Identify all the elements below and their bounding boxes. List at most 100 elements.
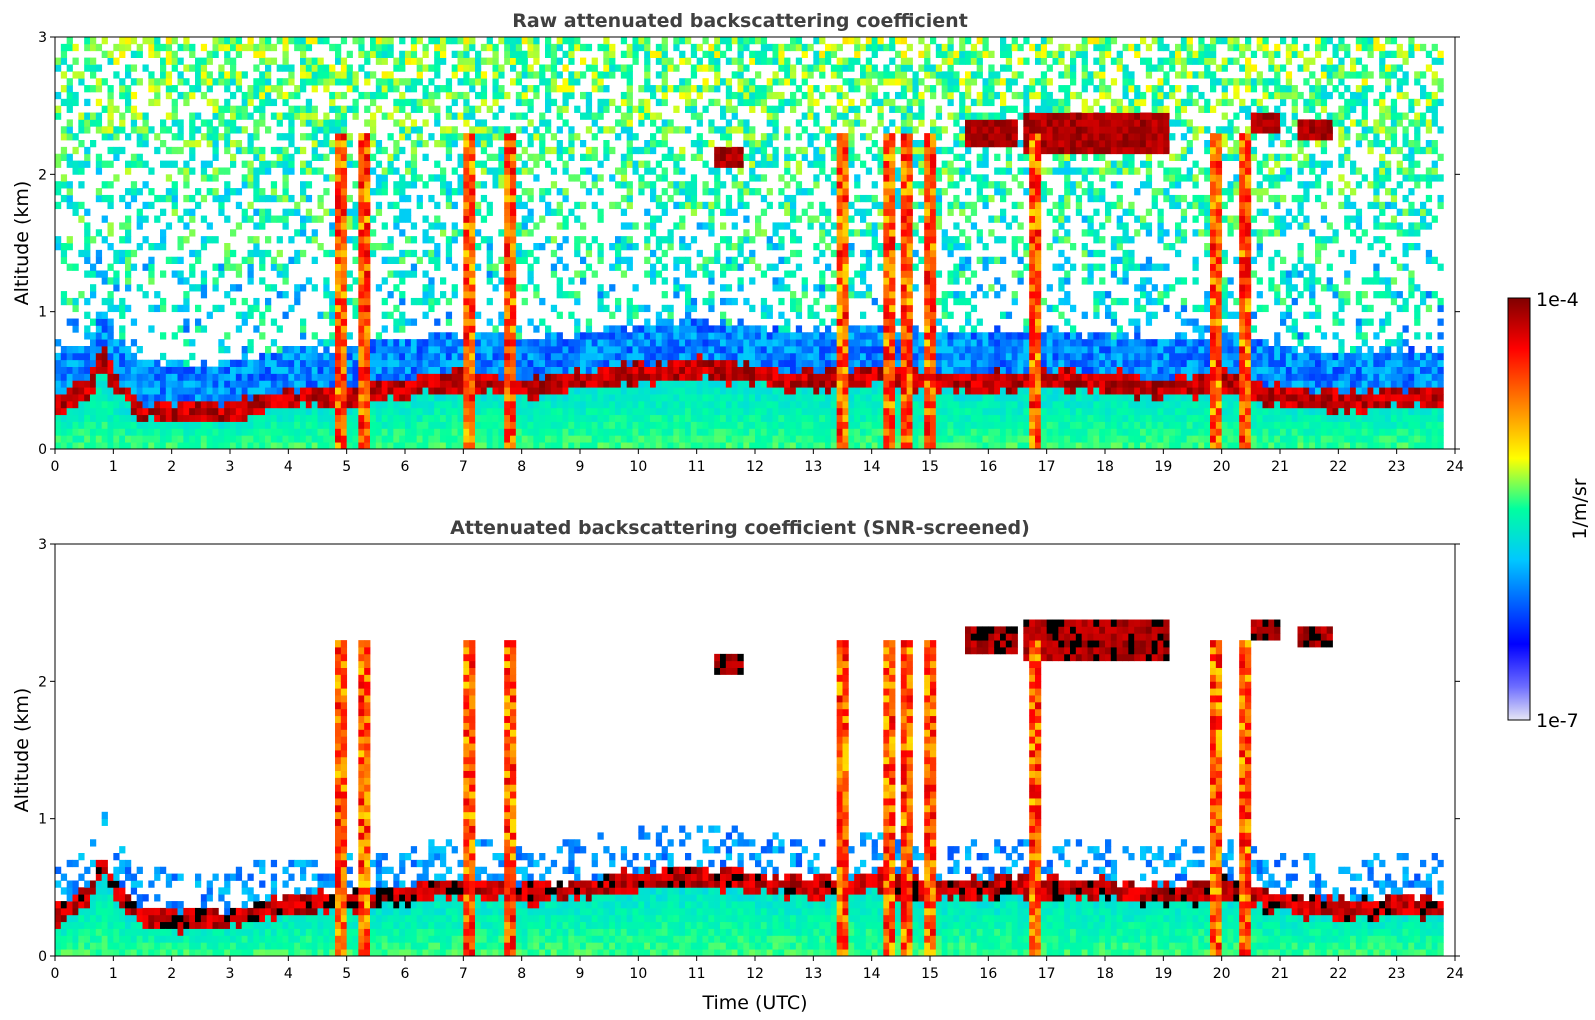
heatmap-cell: [200, 215, 208, 223]
heatmap-cell: [195, 442, 202, 450]
heatmap-cell: [667, 243, 674, 251]
heatmap-cell: [451, 380, 458, 388]
heatmap-cell: [521, 400, 528, 409]
heatmap-cell: [550, 442, 558, 450]
heatmap-cell: [195, 78, 202, 86]
heatmap-cell: [480, 421, 488, 429]
heatmap-cell: [55, 243, 62, 251]
heatmap-cell: [585, 43, 593, 52]
heatmap-cell: [685, 181, 692, 189]
heatmap-cell: [772, 43, 779, 52]
heatmap-cell: [113, 407, 120, 416]
heatmap-cell: [807, 311, 814, 319]
heatmap-cell: [673, 256, 680, 264]
heatmap-cell: [288, 346, 295, 354]
heatmap-cell: [95, 249, 103, 258]
heatmap-cell: [294, 421, 301, 429]
heatmap-cell: [358, 64, 365, 72]
heatmap-cell: [288, 442, 295, 450]
heatmap-cell: [160, 421, 167, 429]
heatmap-cell: [772, 366, 779, 374]
heatmap-cell: [90, 387, 97, 395]
heatmap-cell: [440, 126, 447, 134]
heatmap-cell: [265, 236, 272, 244]
heatmap-cell: [224, 366, 231, 374]
heatmap-cell: [259, 332, 266, 340]
heatmap-cell: [177, 394, 184, 402]
heatmap-cell: [358, 243, 365, 251]
heatmap-cell: [300, 400, 307, 409]
heatmap-cell: [574, 297, 581, 306]
heatmap-cell: [434, 215, 441, 223]
heatmap-cell: [790, 346, 797, 354]
heatmap-cell: [78, 387, 85, 395]
heatmap-cell: [434, 346, 441, 354]
heatmap-cell: [784, 435, 791, 443]
heatmap-cell: [72, 346, 79, 354]
heatmap-cell: [206, 311, 213, 319]
heatmap-cell: [270, 85, 278, 93]
heatmap-cell: [626, 222, 633, 230]
heatmap-cell: [457, 400, 464, 409]
heatmap-cell: [311, 71, 318, 79]
heatmap-cell: [212, 153, 219, 161]
heatmap-cell: [679, 400, 686, 409]
heatmap-cell: [84, 325, 91, 333]
heatmap-cell: [101, 311, 108, 319]
heatmap-cell: [784, 43, 791, 52]
heatmap-cell: [626, 112, 633, 120]
heatmap-cell: [323, 174, 330, 182]
heatmap-cell: [696, 140, 703, 148]
heatmap-cell: [171, 428, 178, 436]
heatmap-cell: [725, 394, 733, 402]
heatmap-cell: [300, 64, 307, 72]
heatmap-cell: [288, 91, 295, 100]
heatmap-cell: [615, 435, 622, 443]
heatmap-cell: [568, 346, 575, 354]
heatmap-cell: [615, 119, 622, 127]
heatmap-cell: [562, 263, 569, 271]
heatmap-cell: [702, 346, 709, 354]
heatmap-cell: [498, 105, 505, 113]
heatmap-cell: [200, 78, 208, 86]
heatmap-cell: [171, 332, 178, 340]
heatmap-cell: [241, 442, 248, 450]
heatmap-cell: [335, 394, 342, 402]
heatmap-cell: [300, 359, 307, 367]
heatmap-cell: [364, 208, 371, 216]
heatmap-cell: [101, 346, 108, 354]
heatmap-cell: [650, 133, 657, 141]
heatmap-cell: [615, 387, 622, 395]
heatmap-cell: [784, 414, 791, 422]
heatmap-cell: [305, 359, 313, 367]
heatmap-cell: [603, 291, 610, 299]
heatmap-cell: [200, 71, 208, 79]
heatmap-cell: [165, 146, 173, 155]
heatmap-cell: [270, 112, 278, 120]
heatmap-cell: [556, 366, 563, 374]
heatmap-cell: [212, 98, 219, 107]
heatmap-cell: [189, 133, 196, 141]
heatmap-cell: [78, 373, 85, 381]
heatmap-cell: [422, 346, 429, 354]
heatmap-cell: [329, 43, 336, 52]
heatmap-cell: [177, 119, 184, 127]
heatmap-cell: [259, 311, 266, 319]
heatmap-cell: [556, 140, 563, 148]
heatmap-cell: [364, 318, 371, 326]
heatmap-cell: [323, 387, 330, 395]
heatmap-cell: [842, 201, 849, 210]
heatmap-cell: [772, 380, 779, 388]
heatmap-cell: [609, 442, 616, 450]
heatmap-cell: [778, 414, 785, 422]
heatmap-cell: [410, 442, 418, 450]
heatmap-cell: [200, 421, 208, 429]
heatmap-cell: [311, 394, 318, 402]
heatmap-cell: [305, 71, 313, 79]
heatmap-cell: [119, 332, 126, 340]
heatmap-cell: [259, 380, 266, 388]
heatmap-cell: [591, 64, 598, 72]
heatmap-cell: [638, 160, 645, 168]
heatmap-cell: [282, 394, 289, 402]
heatmap-cell: [737, 387, 744, 395]
